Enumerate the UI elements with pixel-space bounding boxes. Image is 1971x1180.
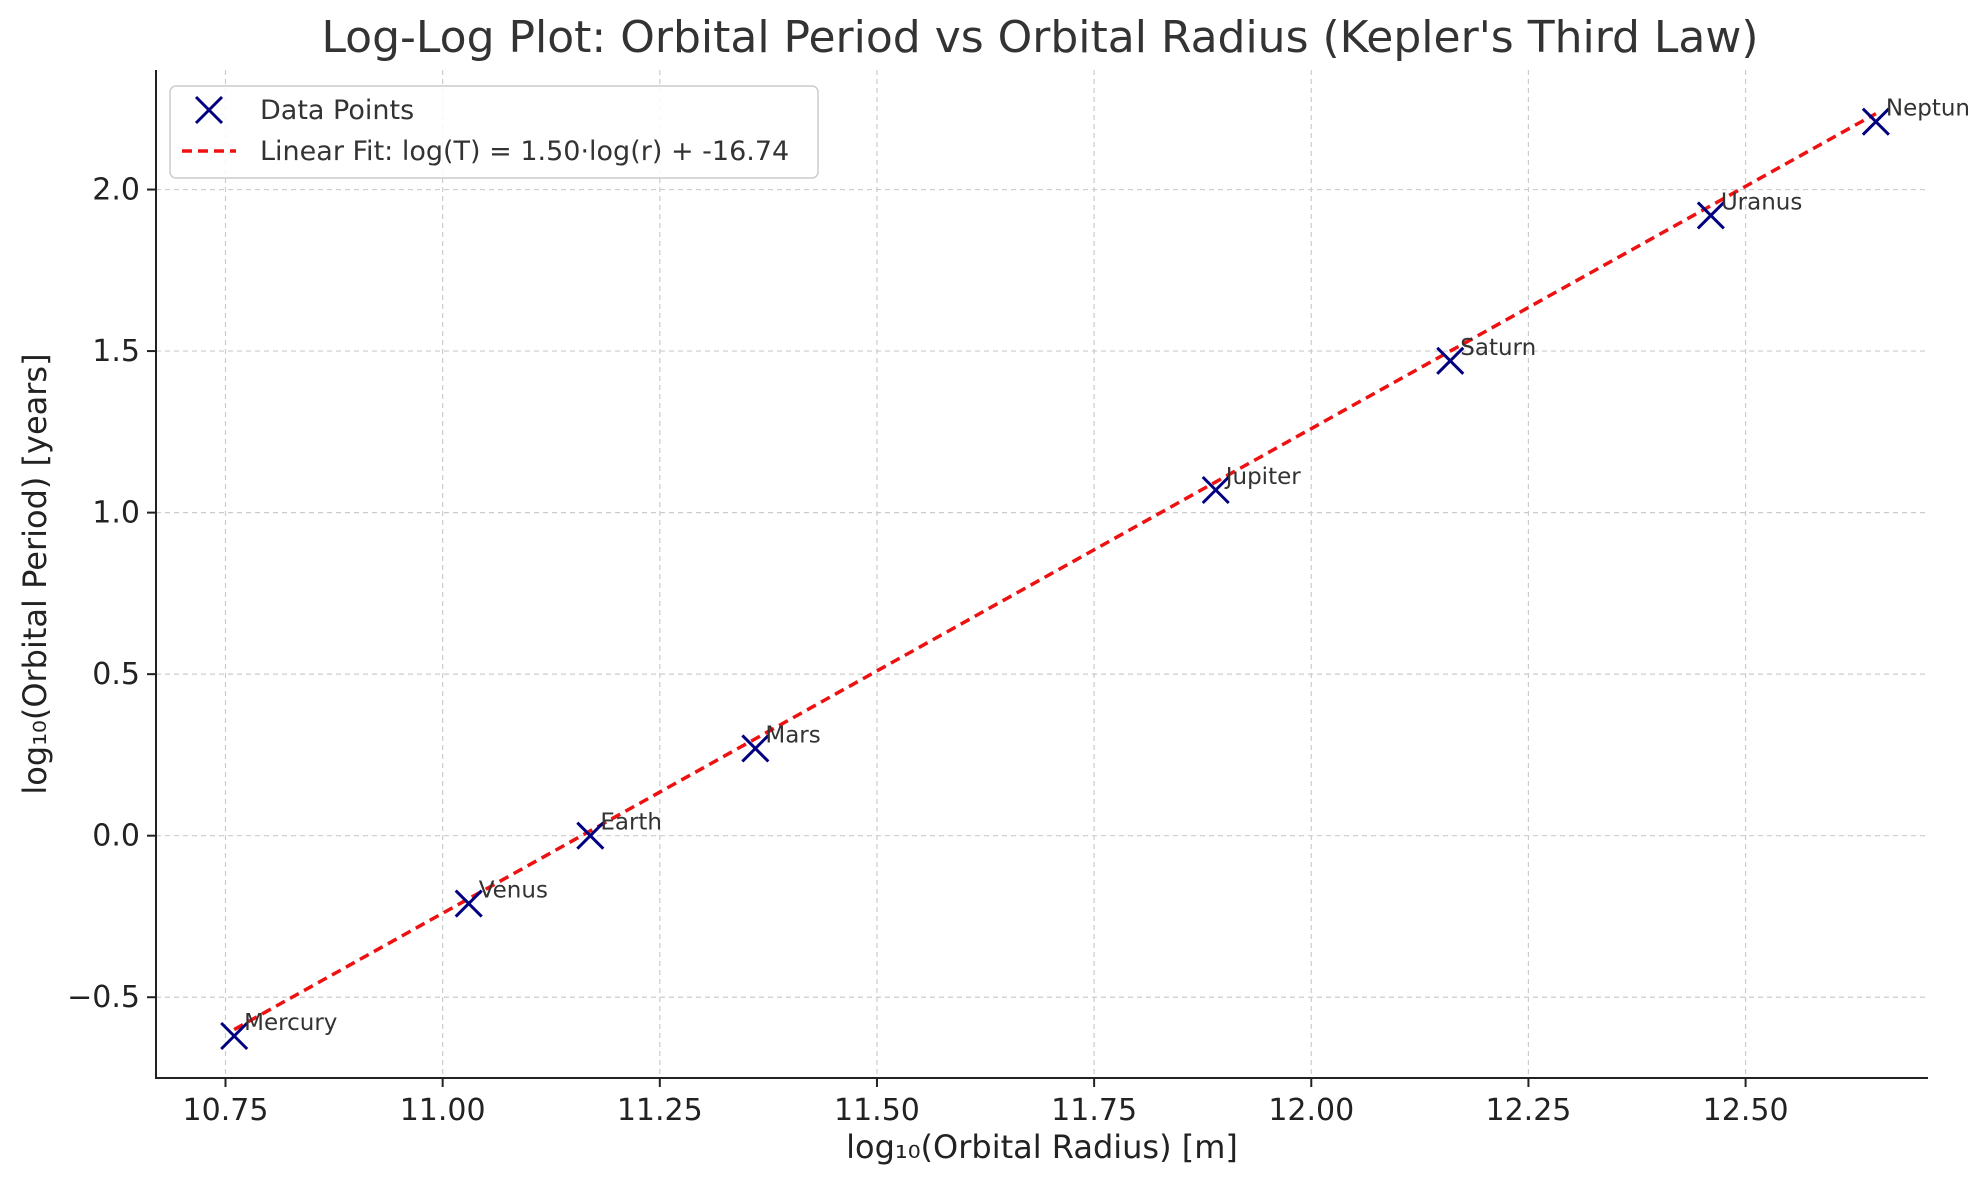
- marker-x-stroke: [1201, 475, 1230, 505]
- data-point-marker: [1696, 201, 1725, 230]
- data-point-label: Mercury: [244, 1010, 337, 1036]
- data-point-label: Jupiter: [1224, 464, 1302, 490]
- x-axis-label: log₁₀(Orbital Radius) [m]: [846, 1128, 1238, 1166]
- axes: [155, 70, 1928, 1079]
- marker-x-stroke: [741, 734, 770, 763]
- y-tick-label: 0.5: [92, 657, 140, 692]
- marker-x-stroke: [1436, 346, 1465, 375]
- marker-x-stroke: [1861, 107, 1890, 136]
- marker-x-stroke: [576, 821, 605, 850]
- data-point-marker: [1436, 346, 1465, 375]
- legend-marker-x-icon: [194, 95, 224, 125]
- legend-label-data-points: Data Points: [260, 95, 414, 126]
- data-point-label: Saturn: [1460, 335, 1536, 361]
- grid: [156, 70, 1928, 1078]
- legend: Data Points Linear Fit: log(T) = 1.50·lo…: [169, 85, 819, 179]
- data-point-label: Uranus: [1721, 189, 1803, 215]
- data-point-marker: [1201, 475, 1230, 505]
- y-tick-label: −0.5: [67, 980, 140, 1015]
- x-tick-label: 11.75: [1051, 1093, 1137, 1128]
- y-axis-label: log₁₀(Orbital Period) [years]: [16, 353, 54, 794]
- marker-x-stroke: [220, 1021, 249, 1051]
- data-point-label: Venus: [479, 878, 548, 904]
- data-point-label: Mars: [765, 722, 820, 748]
- data-point-marker: [220, 1021, 249, 1051]
- data-point-label: Neptune: [1886, 96, 1971, 122]
- linear-fit-line: [233, 112, 1877, 1032]
- axis-spines: [155, 70, 1928, 1079]
- data-point-marker: [741, 734, 770, 763]
- x-tick-label: 12.25: [1485, 1093, 1571, 1128]
- data-point-marker: [1861, 107, 1890, 136]
- legend-label-linear-fit: Linear Fit: log(T) = 1.50·log(r) + -16.7…: [260, 136, 789, 167]
- ticks: 10.75 11.00 11.25 11.50 11.75 12.00 12.25 12.50…: [67, 173, 1788, 1128]
- fit-line-layer: [233, 112, 1877, 1032]
- y-tick-label: 1.5: [92, 334, 140, 369]
- legend-box: [169, 85, 819, 179]
- x-tick-label: 11.00: [400, 1093, 486, 1128]
- x-tick-label: 12.50: [1703, 1093, 1789, 1128]
- marker-x-stroke: [454, 889, 483, 918]
- data-point-marker: [576, 821, 605, 850]
- x-tick-label: 11.25: [617, 1093, 703, 1128]
- marker-x-stroke: [1696, 201, 1725, 230]
- chart-title: Log-Log Plot: Orbital Period vs Orbital …: [321, 12, 1758, 63]
- data-points-layer: Mercury Venus Earth Mars Jupiter Saturn Uranus…: [220, 96, 1971, 1051]
- data-point-label: Earth: [600, 810, 662, 836]
- x-tick-label: 11.50: [834, 1093, 920, 1128]
- data-point-marker: [454, 889, 483, 918]
- y-tick-label: 2.0: [92, 173, 140, 208]
- y-tick-label: 1.0: [92, 496, 140, 531]
- x-tick-label: 12.00: [1268, 1093, 1354, 1128]
- x-tick-label: 10.75: [183, 1093, 269, 1128]
- y-tick-label: 0.0: [92, 819, 140, 854]
